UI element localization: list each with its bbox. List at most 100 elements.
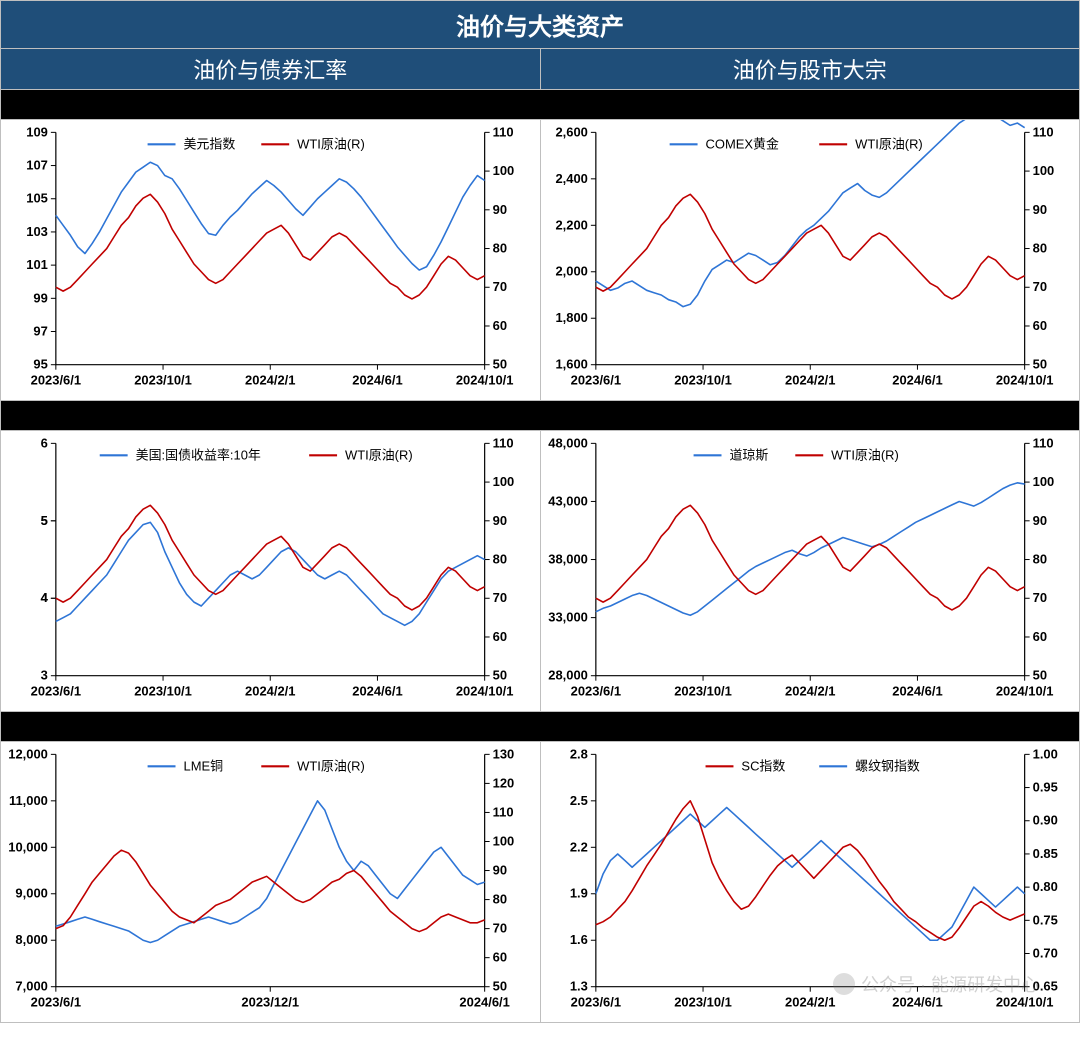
svg-text:110: 110 [493, 124, 514, 139]
svg-text:105: 105 [26, 191, 48, 206]
svg-text:70: 70 [493, 590, 507, 605]
svg-text:1.9: 1.9 [569, 886, 587, 901]
svg-text:2024/10/1: 2024/10/1 [995, 684, 1053, 699]
svg-text:70: 70 [1032, 279, 1046, 294]
svg-text:110: 110 [493, 435, 514, 450]
svg-text:1,800: 1,800 [555, 310, 587, 325]
chart-gold: 1,6001,8002,0002,2002,4002,6005060708090… [541, 120, 1080, 400]
svg-text:50: 50 [1032, 357, 1046, 372]
svg-text:101: 101 [26, 257, 48, 272]
svg-text:0.95: 0.95 [1032, 780, 1057, 795]
svg-text:2023/6/1: 2023/6/1 [31, 995, 81, 1010]
spacer-row [0, 712, 1080, 742]
svg-text:80: 80 [493, 552, 507, 567]
svg-text:2024/10/1: 2024/10/1 [995, 995, 1053, 1010]
svg-text:2.2: 2.2 [569, 839, 587, 854]
svg-text:90: 90 [493, 863, 507, 878]
svg-text:2023/10/1: 2023/10/1 [674, 995, 732, 1010]
svg-text:48,000: 48,000 [548, 435, 588, 450]
svg-text:100: 100 [1032, 163, 1054, 178]
svg-text:50: 50 [1032, 668, 1046, 683]
chart-lme-copper: 7,0008,0009,00010,00011,00012,0005060708… [1, 742, 541, 1022]
svg-text:100: 100 [493, 474, 515, 489]
svg-text:9,000: 9,000 [15, 886, 47, 901]
svg-text:0.70: 0.70 [1032, 946, 1057, 961]
svg-text:0.80: 0.80 [1032, 879, 1057, 894]
svg-text:2024/10/1: 2024/10/1 [995, 373, 1053, 388]
sub-header-left: 油价与债券汇率 [1, 49, 541, 89]
svg-text:LME铜: LME铜 [183, 758, 223, 773]
svg-text:1,600: 1,600 [555, 357, 587, 372]
svg-text:80: 80 [1032, 552, 1046, 567]
svg-text:50: 50 [493, 668, 507, 683]
svg-text:90: 90 [1032, 202, 1046, 217]
svg-text:107: 107 [26, 158, 48, 173]
svg-text:50: 50 [493, 357, 507, 372]
svg-text:33,000: 33,000 [548, 610, 588, 625]
chart-svg: 34455650607080901001102023/6/12023/10/12… [1, 431, 540, 711]
svg-text:110: 110 [493, 804, 514, 819]
chart-svg: 28,00033,00038,00043,00048,0005060708090… [541, 431, 1080, 711]
svg-text:11,000: 11,000 [9, 793, 48, 808]
svg-text:80: 80 [493, 241, 507, 256]
svg-text:80: 80 [493, 892, 507, 907]
chart-row-1: 9597991011031051071095060708090100110202… [0, 120, 1080, 401]
svg-text:2,600: 2,600 [555, 124, 587, 139]
spacer-row [0, 90, 1080, 120]
svg-text:2024/6/1: 2024/6/1 [892, 684, 942, 699]
svg-text:130: 130 [493, 746, 515, 761]
svg-text:38,000: 38,000 [548, 552, 588, 567]
svg-text:8,000: 8,000 [15, 932, 47, 947]
svg-text:28,000: 28,000 [548, 668, 588, 683]
svg-text:1.6: 1.6 [569, 932, 587, 947]
svg-text:2024/6/1: 2024/6/1 [459, 995, 509, 1010]
svg-text:美国:国债收益率:10年: 美国:国债收益率:10年 [136, 447, 261, 462]
svg-text:60: 60 [493, 318, 507, 333]
svg-text:2024/2/1: 2024/2/1 [785, 373, 835, 388]
svg-text:70: 70 [493, 279, 507, 294]
svg-text:2024/6/1: 2024/6/1 [892, 373, 942, 388]
svg-text:6: 6 [41, 435, 48, 450]
svg-text:0.90: 0.90 [1032, 813, 1057, 828]
svg-text:2023/10/1: 2023/10/1 [134, 684, 192, 699]
svg-text:2023/10/1: 2023/10/1 [674, 684, 732, 699]
svg-text:0.75: 0.75 [1032, 912, 1057, 927]
svg-text:2023/10/1: 2023/10/1 [134, 373, 192, 388]
chart-ust10y: 34455650607080901001102023/6/12023/10/12… [1, 431, 541, 711]
svg-text:WTI原油(R): WTI原油(R) [855, 136, 923, 151]
svg-text:2023/12/1: 2023/12/1 [241, 995, 299, 1010]
svg-text:1.00: 1.00 [1032, 746, 1057, 761]
svg-text:70: 70 [493, 921, 507, 936]
chart-svg: 9597991011031051071095060708090100110202… [1, 120, 540, 400]
svg-text:60: 60 [493, 950, 507, 965]
svg-text:2024/2/1: 2024/2/1 [785, 995, 835, 1010]
spacer-row [0, 401, 1080, 431]
svg-text:SC指数: SC指数 [741, 758, 785, 773]
svg-text:2024/6/1: 2024/6/1 [892, 995, 942, 1010]
svg-text:99: 99 [33, 290, 47, 305]
svg-text:1.3: 1.3 [569, 979, 587, 994]
svg-text:90: 90 [493, 513, 507, 528]
svg-text:2.8: 2.8 [569, 746, 587, 761]
chart-row-3: 7,0008,0009,00010,00011,00012,0005060708… [0, 742, 1080, 1023]
svg-text:螺纹钢指数: 螺纹钢指数 [855, 758, 920, 773]
svg-text:60: 60 [1032, 629, 1046, 644]
svg-text:120: 120 [493, 775, 515, 790]
svg-text:COMEX黄金: COMEX黄金 [705, 136, 778, 151]
chart-svg: 7,0008,0009,00010,00011,00012,0005060708… [1, 742, 540, 1022]
svg-text:2,200: 2,200 [555, 217, 587, 232]
svg-text:90: 90 [493, 202, 507, 217]
svg-text:WTI原油(R): WTI原油(R) [297, 136, 365, 151]
svg-text:2.5: 2.5 [569, 793, 587, 808]
main-title: 油价与大类资产 [0, 0, 1080, 49]
svg-text:100: 100 [1032, 474, 1054, 489]
svg-text:2,000: 2,000 [555, 264, 587, 279]
svg-text:2024/2/1: 2024/2/1 [245, 373, 295, 388]
svg-text:2024/10/1: 2024/10/1 [456, 373, 514, 388]
svg-text:5: 5 [41, 513, 48, 528]
svg-text:2023/6/1: 2023/6/1 [31, 373, 81, 388]
chart-row-2: 34455650607080901001102023/6/12023/10/12… [0, 431, 1080, 712]
svg-text:2,400: 2,400 [555, 171, 587, 186]
svg-text:95: 95 [33, 357, 47, 372]
svg-text:WTI原油(R): WTI原油(R) [345, 447, 413, 462]
